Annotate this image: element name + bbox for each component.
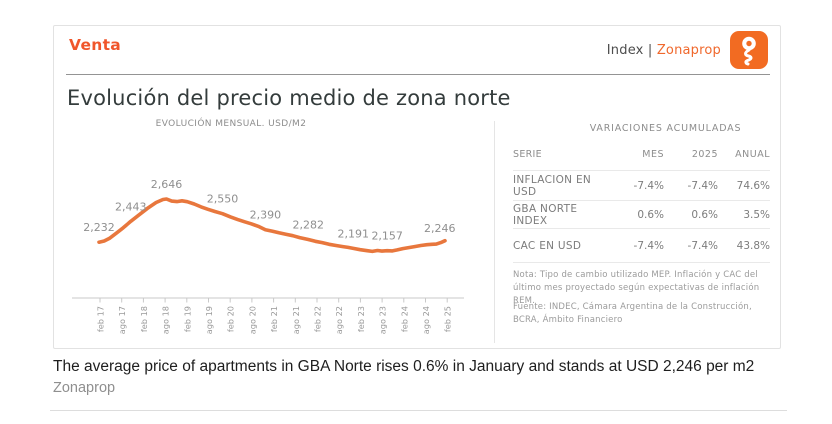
row-label: INFLACION EN USD: [513, 173, 592, 198]
cell-anual: 3.5%: [743, 208, 770, 221]
col-mes: MES: [642, 148, 664, 160]
data-point-label: 2,157: [371, 230, 403, 243]
chart-subtitle: EVOLUCIÓN MENSUAL. USD/M2: [155, 119, 307, 129]
x-tick-label: feb 25: [443, 306, 453, 332]
brand-prefix: Index |: [606, 42, 653, 58]
variations-title: VARIACIONES ACUMULADAS: [589, 123, 742, 134]
price-line: [97, 197, 447, 254]
x-tick-label: feb 18: [139, 306, 149, 332]
x-tick-label: feb 20: [226, 306, 236, 332]
x-tick-label: ago 18: [161, 306, 171, 334]
table-row: INFLACION EN USD -7.4% -7.4% 74.6%: [513, 171, 770, 201]
col-anual: ANUAL: [735, 148, 770, 160]
row-label: GBA NORTE INDEX: [513, 202, 578, 227]
cell-2025: -7.4%: [687, 239, 718, 252]
data-point-label: 2,550: [207, 193, 239, 206]
x-tick-label: ago 23: [378, 306, 388, 334]
x-tick-label: feb 19: [182, 306, 192, 332]
header-divider: [66, 74, 770, 75]
cell-2025: 0.6%: [691, 208, 718, 221]
note-text: Nota: Tipo de cambio utilizado MEP. Infl…: [513, 270, 760, 307]
cell-mes: -7.4%: [633, 179, 664, 192]
data-point-label: 2,246: [424, 222, 456, 235]
data-point-label: 2,390: [250, 209, 282, 222]
brand-name: Zonaprop: [656, 42, 721, 58]
section-label: Venta: [69, 36, 122, 54]
x-tick-label: feb 17: [96, 306, 106, 332]
key-icon: [742, 36, 756, 66]
cell-mes: 0.6%: [637, 208, 664, 221]
x-tick-label: ago 24: [421, 306, 431, 334]
index-card: Venta Index | Zonaprop Evolución del pre…: [53, 25, 781, 349]
cell-anual: 74.6%: [736, 179, 770, 192]
cell-2025: -7.4%: [687, 179, 718, 192]
data-point-label: 2,443: [115, 200, 147, 213]
x-tick-label: feb 22: [313, 306, 323, 332]
col-serie: SERIE: [513, 148, 542, 160]
price-line-chart: feb 17 ago 17 feb 18 ago 18 feb 19 ago 19 feb …: [72, 178, 464, 334]
data-point-label: 2,646: [151, 178, 183, 191]
x-tick-label: feb 21: [269, 306, 279, 332]
x-tick-label: feb 23: [356, 306, 366, 332]
variations-table: SERIE MES 2025 ANUAL INFLACION EN USD -7…: [513, 138, 770, 263]
table-row: GBA NORTE INDEX 0.6% 0.6% 3.5%: [513, 201, 770, 229]
source-text: Fuente: INDEC, Cámara Argentina de la Co…: [513, 302, 752, 326]
table-header-row: SERIE MES 2025 ANUAL: [513, 138, 770, 171]
data-point-label: 2,282: [293, 219, 325, 232]
x-tick-label: ago 21: [291, 306, 301, 334]
cell-anual: 43.8%: [736, 239, 770, 252]
table-row: CAC EN USD -7.4% -7.4% 43.8%: [513, 229, 770, 263]
x-tick-label: ago 22: [334, 306, 344, 334]
x-tick-label: feb 24: [399, 306, 409, 332]
page-title: Evolución del precio medio de zona norte: [67, 86, 511, 110]
x-tick-label: ago 20: [247, 306, 257, 334]
x-tick-label: ago 19: [204, 306, 214, 334]
data-point-label: 2,191: [338, 227, 370, 240]
brand-link[interactable]: Index | Zonaprop: [607, 31, 768, 69]
cell-mes: -7.4%: [633, 239, 664, 252]
caption-credit: Zonaprop: [53, 380, 116, 396]
data-point-label: 2,232: [83, 221, 115, 234]
row-label: CAC EN USD: [513, 239, 582, 252]
panel-divider: [494, 121, 495, 343]
x-tick-label: ago 17: [117, 306, 127, 334]
zonaprop-logo[interactable]: [730, 31, 768, 69]
bottom-divider: [50, 410, 787, 411]
col-2025: 2025: [691, 148, 718, 160]
brand-text: Index | Zonaprop: [607, 43, 721, 58]
article-caption: The average price of apartments in GBA N…: [53, 358, 755, 375]
